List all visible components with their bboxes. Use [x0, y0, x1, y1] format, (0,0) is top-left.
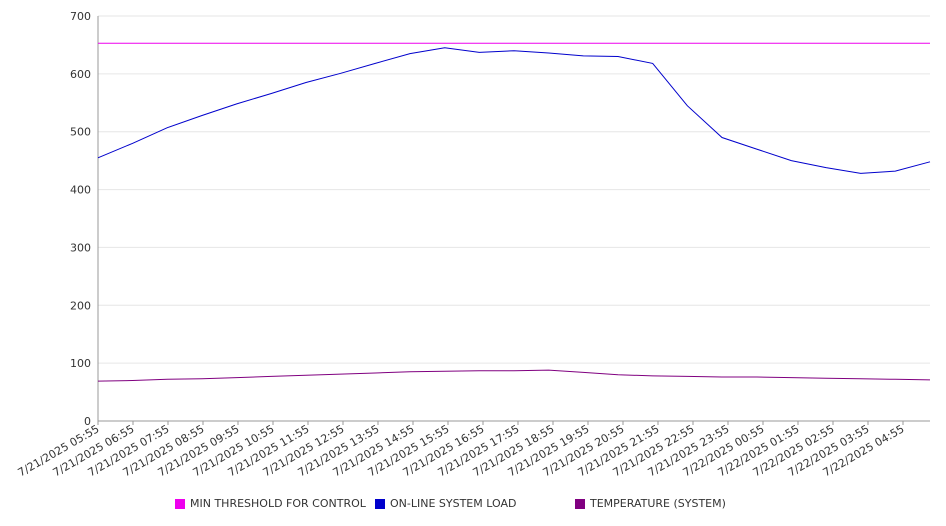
y-tick-label: 100 [70, 357, 91, 370]
y-tick-label: 0 [84, 415, 91, 428]
y-axis-ticks: 0 100 200 300 400 500 600 700 [70, 10, 91, 428]
y-tick-label: 700 [70, 10, 91, 23]
y-tick-label: 600 [70, 68, 91, 81]
legend-label: MIN THRESHOLD FOR CONTROL [190, 497, 366, 510]
legend: MIN THRESHOLD FOR CONTROL ON-LINE SYSTEM… [0, 497, 946, 515]
legend-item-temperature: TEMPERATURE (SYSTEM) [575, 497, 726, 510]
series-line-1 [97, 47, 931, 174]
y-tick-label: 500 [70, 126, 91, 139]
legend-label: TEMPERATURE (SYSTEM) [590, 497, 726, 510]
grid-lines [98, 15, 930, 422]
axes [97, 16, 930, 422]
legend-item-system-load: ON-LINE SYSTEM LOAD [375, 497, 516, 510]
x-axis-ticks: 7/21/2025 05:557/21/2025 06:557/21/2025 … [16, 421, 907, 479]
y-tick-label: 200 [70, 299, 91, 312]
legend-swatch [175, 498, 185, 509]
legend-swatch [375, 498, 385, 509]
series-line-2 [97, 369, 931, 382]
legend-label: ON-LINE SYSTEM LOAD [390, 497, 517, 510]
legend-swatch [575, 498, 585, 509]
y-tick-label: 300 [70, 241, 91, 254]
legend-item-min-threshold: MIN THRESHOLD FOR CONTROL [175, 497, 366, 510]
series-lines [97, 42, 931, 382]
y-tick-label: 400 [70, 184, 91, 197]
